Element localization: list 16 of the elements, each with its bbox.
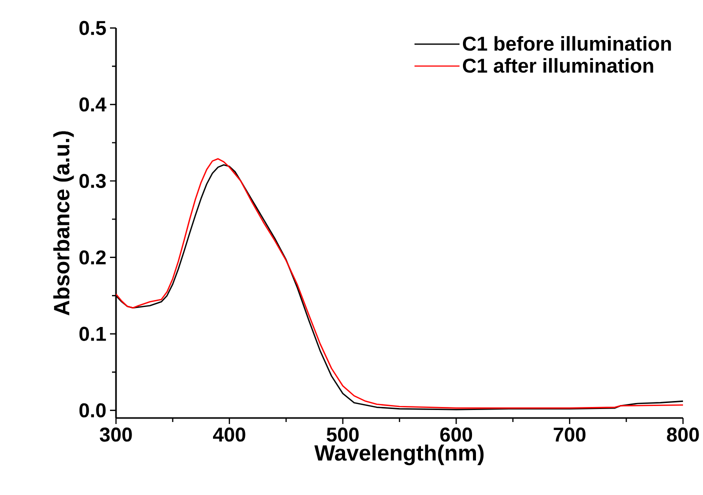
y-tick-label: 0.4 [79,97,106,112]
y-tick-label: 0.2 [79,250,106,264]
y-tick-label: 0.3 [79,174,106,188]
x-tick-label: 800 [666,428,699,442]
x-tick-label: 400 [213,428,246,442]
x-tick-label: 500 [326,428,359,442]
x-tick-label: 600 [440,428,472,442]
x-tick-label: 700 [554,428,586,442]
x-tick-label: 300 [100,428,132,442]
legend-label: C1 before illumination [462,36,671,51]
y-tick-label: 0.1 [79,326,106,341]
y-tick-label: 0.5 [79,20,106,36]
legend-label: C1 after illumination [462,58,654,73]
x-axis-title: Wavelength(nm) [314,444,484,466]
y-axis-title: Absorbance (a.u.) [53,131,74,316]
y-tick-label: 0.0 [79,403,106,418]
